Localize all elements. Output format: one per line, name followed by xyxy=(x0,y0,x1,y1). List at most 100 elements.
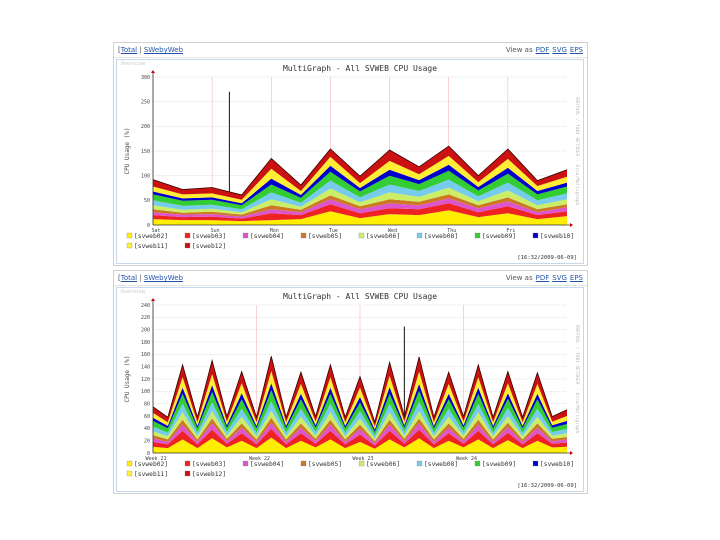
legend-label: [svweb04] xyxy=(250,233,284,240)
legend-label: [svweb02] xyxy=(134,233,168,240)
view-as-label: View as xyxy=(505,46,533,54)
y-tick-label: 240 xyxy=(141,303,150,309)
x-axis-arrow xyxy=(570,223,573,227)
series-area-svweb03 xyxy=(153,428,567,449)
x-tick-label: Wed xyxy=(388,228,397,234)
y-tick-label: 250 xyxy=(141,99,150,105)
series-area-svweb12 xyxy=(153,146,567,200)
legend-label: [svweb05] xyxy=(308,233,342,240)
timestamp: [16:32/2009-06-09] xyxy=(517,255,577,261)
legend-swatch xyxy=(184,460,191,467)
export-svg-link[interactable]: SVG xyxy=(552,46,567,54)
export-links: View as PDF SVG EPS xyxy=(506,271,583,285)
legend-label: [svweb06] xyxy=(366,461,400,468)
legend-swatch xyxy=(532,232,539,239)
series-area-svweb09 xyxy=(153,170,567,210)
x-tick-label: Week 23 xyxy=(352,456,373,462)
y-tick-label: 120 xyxy=(141,377,150,383)
x-tick-label: Week 21 xyxy=(145,456,166,462)
graph-ghost-label: Overview xyxy=(121,61,146,67)
total-outline xyxy=(152,356,568,424)
rrd-watermark: RRDTOOL / TOBI OETIKER · Orca/Multigraph xyxy=(574,325,580,434)
y-tick-label: 0 xyxy=(147,223,150,229)
legend-label: [svweb08] xyxy=(424,233,458,240)
x-tick-label: Fri xyxy=(506,228,515,234)
graph-image-frame[interactable]: Overview MultiGraph - All SVWEB CPU Usag… xyxy=(116,59,584,264)
legend-swatch xyxy=(126,242,133,249)
y-tick-label: 160 xyxy=(141,352,150,358)
legend-label: [svweb10] xyxy=(540,461,574,468)
export-eps-link[interactable]: EPS xyxy=(569,274,583,282)
legend-swatch xyxy=(126,460,133,467)
series-area-svweb10 xyxy=(153,383,567,432)
legend-label: [svweb11] xyxy=(134,471,168,478)
legend-swatch xyxy=(532,460,539,467)
legend-swatch xyxy=(358,460,365,467)
x-tick-label: Sun xyxy=(211,228,220,234)
export-eps-link[interactable]: EPS xyxy=(569,46,583,54)
export-pdf-link[interactable]: PDF xyxy=(535,274,550,282)
legend-swatch xyxy=(126,470,133,477)
export-links: View as PDF SVG EPS xyxy=(506,43,583,57)
legend-label: [svweb02] xyxy=(134,461,168,468)
x-tick-label: Thu xyxy=(447,228,456,234)
legend-swatch xyxy=(300,232,307,239)
legend-label: [svweb06] xyxy=(366,233,400,240)
y-tick-label: 80 xyxy=(144,401,150,407)
y-tick-label: 100 xyxy=(141,173,150,179)
y-tick-label: 0 xyxy=(147,451,150,457)
total-outline xyxy=(152,145,568,196)
chart-title: MultiGraph - All SVWEB CPU Usage xyxy=(283,64,437,73)
y-tick-label: 100 xyxy=(141,389,150,395)
export-pdf-link[interactable]: PDF xyxy=(535,46,550,54)
series-area-svweb11 xyxy=(153,155,567,204)
breadcrumb-group-link[interactable]: SWebyWeb xyxy=(143,46,184,54)
y-tick-label: 140 xyxy=(141,364,150,370)
series-area-svweb02 xyxy=(153,437,567,453)
export-svg-link[interactable]: SVG xyxy=(552,274,567,282)
legend-swatch xyxy=(126,232,133,239)
legend-swatch xyxy=(416,232,423,239)
breadcrumb-total-link[interactable]: Total xyxy=(120,46,138,54)
legend-label: [svweb03] xyxy=(192,461,226,468)
y-axis-label: CPU Usage (%) xyxy=(124,356,131,403)
series-area-svweb10 xyxy=(153,164,567,206)
breadcrumb: [Total | SWebyWeb xyxy=(118,46,184,54)
legend-label: [svweb09] xyxy=(482,461,516,468)
series-area-svweb06 xyxy=(153,187,567,215)
y-axis-label: CPU Usage (%) xyxy=(124,128,131,175)
legend-swatch xyxy=(416,460,423,467)
y-tick-label: 300 xyxy=(141,75,150,81)
series-area-svweb02 xyxy=(153,210,567,225)
timestamp: [16:32/2009-06-09] xyxy=(517,483,577,489)
graph-image-frame[interactable]: Overview MultiGraph - All SVWEB CPU Usag… xyxy=(116,287,584,492)
rrd-watermark: RRDTOOL / TOBI OETIKER · Orca/Multigraph xyxy=(574,97,580,206)
cpu-usage-chart-weekly: MultiGraph - All SVWEB CPU Usage CPU Usag… xyxy=(124,292,580,489)
breadcrumb-total-link[interactable]: Total xyxy=(120,274,138,282)
y-tick-label: 220 xyxy=(141,315,150,321)
legend-swatch xyxy=(184,242,191,249)
legend-label: [svweb03] xyxy=(192,233,226,240)
y-tick-label: 200 xyxy=(141,124,150,130)
legend-swatch xyxy=(474,460,481,467)
breadcrumb-group-link[interactable]: SWebyWeb xyxy=(143,274,184,282)
x-tick-label: Tue xyxy=(329,228,338,234)
legend-label: [svweb04] xyxy=(250,461,284,468)
legend-label: [svweb08] xyxy=(424,461,458,468)
x-tick-label: Sat xyxy=(151,228,160,234)
y-tick-label: 180 xyxy=(141,340,150,346)
cpu-usage-chart-daily: MultiGraph - All SVWEB CPU Usage CPU Usag… xyxy=(124,64,580,261)
graph-panel-daily: [Total | SWebyWeb View as PDF SVG EPS Overv… xyxy=(113,42,588,266)
graph-panel-weekly: [Total | SWebyWeb View as PDF SVG EPS Overv… xyxy=(113,270,588,494)
legend-label: [svweb09] xyxy=(482,233,516,240)
legend-swatch xyxy=(242,232,249,239)
legend-swatch xyxy=(184,232,191,239)
panel-toolbar: [Total | SWebyWeb View as PDF SVG EPS xyxy=(114,271,587,286)
legend-swatch xyxy=(358,232,365,239)
series-area-svweb08 xyxy=(153,401,567,439)
y-tick-label: 20 xyxy=(144,438,150,444)
legend-swatch xyxy=(300,460,307,467)
y-axis-arrow xyxy=(151,70,155,73)
y-axis-arrow xyxy=(151,298,155,301)
series-area-svweb11 xyxy=(153,371,567,430)
